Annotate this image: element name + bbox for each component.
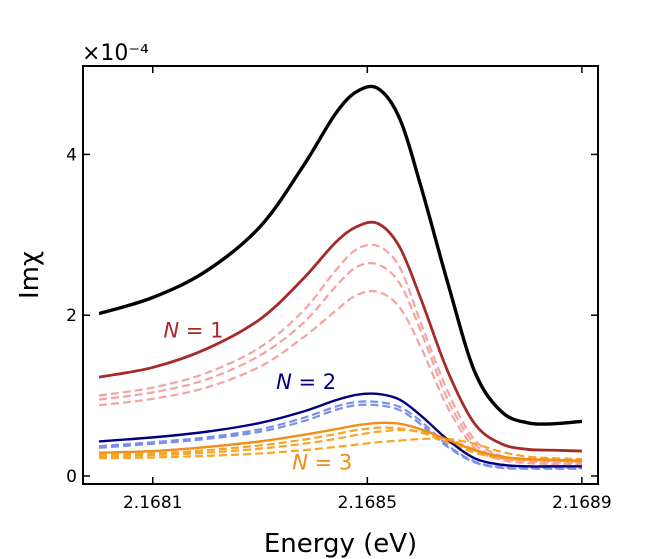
y-tick-label: 0 [66,467,77,487]
x-axis-label: Energy (eV) [264,529,417,559]
series-line-8 [99,421,582,462]
x-tick-label: 2.1685 [338,493,397,513]
series-line-7 [99,403,582,470]
series-line-5 [99,392,582,468]
x-tick-label: 2.1689 [552,493,611,513]
y-scale-exponent: ×10⁻⁴ [82,41,149,66]
series-line-3 [98,262,582,465]
series-line-1 [98,220,582,453]
series-line-11 [99,437,582,461]
series-line-0 [98,84,583,426]
series-line-4 [98,289,582,466]
y-tick-label: 2 [66,306,77,326]
y-tick-label: 4 [66,145,77,165]
x-tick-label: 2.1681 [123,493,182,513]
annotation-label: N = 2 [276,370,336,394]
plot-frame [82,65,599,485]
ticks-layer: 2.1681 2.1685 2.1689 0 2 4 [66,66,612,513]
y-axis-label: Imχ [15,251,45,299]
series-layer [98,84,583,470]
annotation-label: N = 1 [163,319,223,343]
annotations: N = 1 N = 2 N = 3 [163,319,352,475]
annotation-label: N = 3 [292,451,352,475]
series-line-6 [99,400,582,470]
